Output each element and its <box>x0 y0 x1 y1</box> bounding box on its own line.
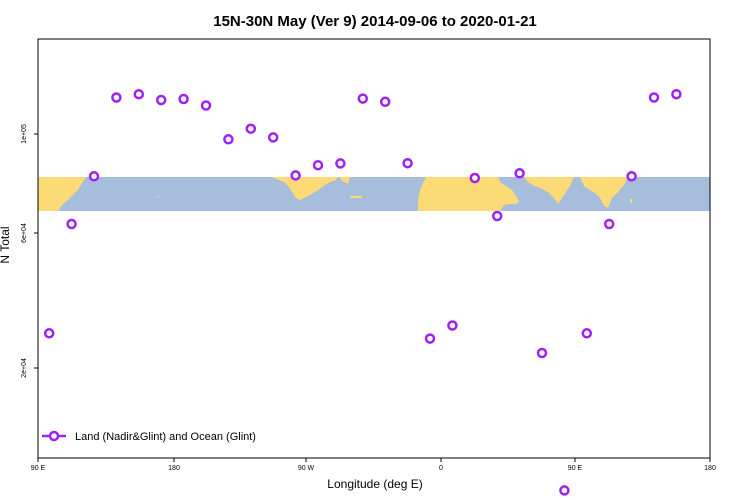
map-strip <box>38 177 710 211</box>
data-point <box>536 347 548 359</box>
y-tick-label: 1e+05 <box>21 124 28 144</box>
x-tick-label: 90 E <box>31 465 46 472</box>
data-point <box>581 328 593 339</box>
chart-title: 15N-30N May (Ver 9) 2014-09-06 to 2020-0… <box>213 13 537 30</box>
x-axis: 90 E 180 90 W 0 90 E 180 <box>31 458 716 472</box>
data-point <box>402 157 413 169</box>
land-india <box>524 177 574 204</box>
data-point <box>491 210 503 222</box>
land-florida <box>340 177 350 184</box>
y-tick-label: 6e+04 <box>21 223 28 243</box>
data-point <box>559 485 570 496</box>
data-point <box>133 88 145 100</box>
data-point <box>671 88 682 100</box>
land-shapes <box>38 177 632 211</box>
x-tick-label: 90 W <box>298 465 315 472</box>
y-axis: 2e+04 6e+04 1e+05 <box>21 124 38 378</box>
legend-marker <box>48 430 60 442</box>
land-asia-west <box>38 177 86 211</box>
x-axis-title: Longitude (deg E) <box>327 477 422 491</box>
data-point <box>447 320 458 331</box>
land-north-america <box>272 177 338 200</box>
data-point <box>626 171 637 182</box>
data-point <box>66 218 77 230</box>
data-point <box>290 170 301 181</box>
data-point <box>111 92 122 103</box>
data-point <box>267 132 279 143</box>
data-point <box>357 93 369 104</box>
land-africa-arabia <box>418 177 519 211</box>
land-se-asia <box>580 177 628 208</box>
data-point <box>648 92 660 103</box>
data-point <box>424 333 436 344</box>
data-point <box>514 168 525 179</box>
data-point <box>335 158 346 169</box>
data-point <box>43 328 55 339</box>
legend: Land (Nadir&Glint) and Ocean (Glint) <box>42 430 256 443</box>
x-tick-label: 90 E <box>568 465 583 472</box>
data-point <box>379 96 391 108</box>
data-point <box>603 218 615 230</box>
x-tick-label: 0 <box>439 465 443 472</box>
land-taiwan <box>630 199 632 203</box>
data-point <box>469 172 481 184</box>
land-cuba <box>350 196 362 198</box>
land-hawaii <box>157 196 159 197</box>
x-tick-label: 180 <box>704 465 716 472</box>
data-point <box>88 171 100 182</box>
data-point <box>200 100 212 111</box>
y-axis-title: N Total <box>0 226 12 263</box>
data-point <box>155 94 167 106</box>
x-tick-label: 180 <box>168 465 180 472</box>
data-point <box>312 159 324 171</box>
data-point <box>223 134 234 145</box>
data-point <box>245 123 257 134</box>
data-point <box>178 93 189 105</box>
legend-label: Land (Nadir&Glint) and Ocean (Glint) <box>75 431 256 443</box>
plot-frame <box>37 38 711 459</box>
data-points <box>43 88 682 496</box>
y-tick-label: 2e+04 <box>21 358 28 378</box>
